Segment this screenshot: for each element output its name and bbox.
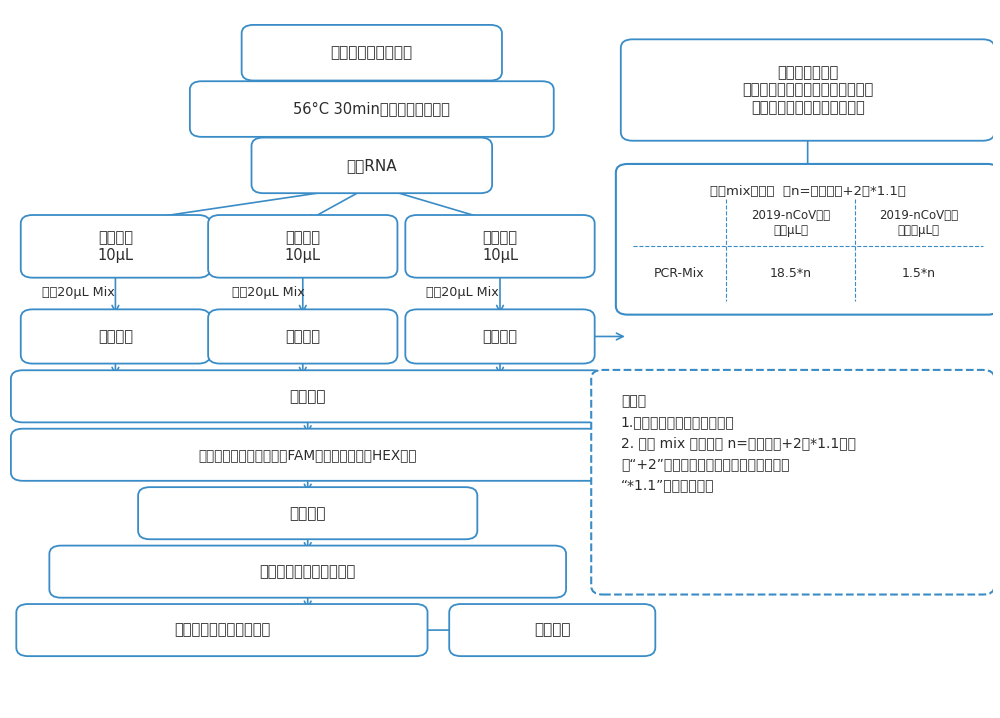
- FancyBboxPatch shape: [21, 309, 210, 363]
- FancyBboxPatch shape: [242, 25, 502, 80]
- Text: 孔板编辑及样本信息录入: 孔板编辑及样本信息录入: [260, 564, 356, 579]
- Text: 混匀离心: 混匀离心: [285, 329, 320, 344]
- FancyBboxPatch shape: [11, 370, 605, 422]
- Text: 备注：
1.详细实验流程参考说明书。
2. 计算 mix 用量中的 n=（标本数+2）*1.1，其
中“+2”为阳性对照及阴性对照所需试剂，
“*1.1”为损耗: 备注： 1.详细实验流程参考说明书。 2. 计算 mix 用量中的 n=（标本数…: [621, 394, 856, 493]
- Text: 实验命名: 实验命名: [289, 505, 326, 521]
- Text: 咍拭子、肺泡灌洗液: 咍拭子、肺泡灌洗液: [331, 45, 413, 60]
- FancyBboxPatch shape: [190, 81, 554, 137]
- Text: 2019-nCoV检测
酶液（μL）: 2019-nCoV检测 酶液（μL）: [879, 209, 958, 237]
- Text: 混匀离心: 混匀离心: [482, 329, 518, 344]
- Text: 加入20μL Mix: 加入20μL Mix: [42, 286, 114, 299]
- FancyBboxPatch shape: [21, 215, 210, 278]
- Text: 空白对照
10μL: 空白对照 10μL: [285, 230, 321, 263]
- FancyBboxPatch shape: [11, 429, 605, 481]
- FancyBboxPatch shape: [405, 215, 595, 278]
- Text: 上机扩增: 上机扩增: [289, 389, 326, 404]
- FancyBboxPatch shape: [49, 546, 566, 597]
- FancyBboxPatch shape: [616, 164, 999, 314]
- Text: 计算mix用量：  （n=（标本数+2）*1.1）: 计算mix用量： （n=（标本数+2）*1.1）: [710, 185, 906, 198]
- Text: PCR-Mix: PCR-Mix: [654, 267, 705, 280]
- FancyBboxPatch shape: [208, 215, 397, 278]
- FancyBboxPatch shape: [208, 309, 397, 363]
- Text: 18.5*n: 18.5*n: [769, 267, 811, 280]
- Text: 加入20μL Mix: 加入20μL Mix: [232, 286, 305, 299]
- Text: 混匀离心: 混匀离心: [98, 329, 133, 344]
- Text: 加入20μL Mix: 加入20μL Mix: [426, 286, 499, 299]
- Text: 报告结果: 报告结果: [534, 623, 571, 638]
- Text: 创建项目：选择病毒检测FAM通道及内参检测HEX通道: 创建项目：选择病毒检测FAM通道及内参检测HEX通道: [198, 448, 417, 462]
- FancyBboxPatch shape: [405, 309, 595, 363]
- FancyBboxPatch shape: [138, 487, 477, 539]
- Text: 阳性对照
10μL: 阳性对照 10μL: [97, 230, 133, 263]
- FancyBboxPatch shape: [16, 604, 428, 656]
- FancyBboxPatch shape: [252, 138, 492, 193]
- Text: 56°C 30min，水浴（恒温筱）: 56°C 30min，水浴（恒温筱）: [293, 101, 450, 116]
- FancyBboxPatch shape: [449, 604, 655, 656]
- FancyBboxPatch shape: [591, 370, 995, 595]
- Text: 起始模板
10μL: 起始模板 10μL: [482, 230, 518, 263]
- Text: 1.5*n: 1.5*n: [902, 267, 936, 280]
- Text: 标记开盒日期：
反应液室温溶解震荡混匀，离心备
用，检测酶液离心置冰盒备用: 标记开盒日期： 反应液室温溶解震荡混匀，离心备 用，检测酶液离心置冰盒备用: [742, 65, 873, 115]
- Text: 提取RNA: 提取RNA: [346, 158, 397, 173]
- Text: 2019-nCoV反应
液（μL）: 2019-nCoV反应 液（μL）: [751, 209, 830, 237]
- Text: 关闭仪器盖子，运行实验: 关闭仪器盖子，运行实验: [174, 623, 270, 638]
- FancyBboxPatch shape: [621, 39, 995, 141]
